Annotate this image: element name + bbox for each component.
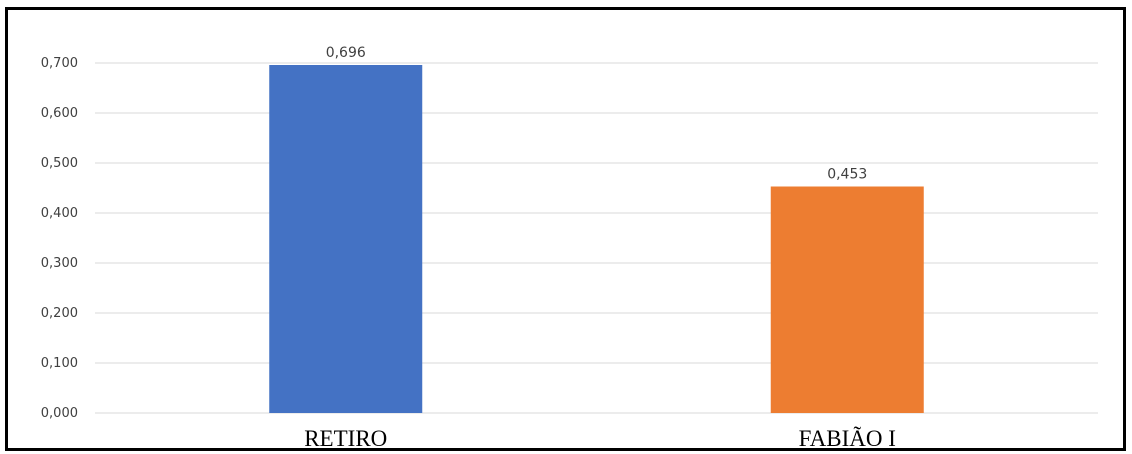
y-tick-label: 0,000 [41,406,78,421]
y-tick-label: 0,200 [41,306,78,321]
data-labels: 0,696 0,453 [326,45,868,183]
x-category-label: FABIÃO I [799,426,896,451]
bar-retiro [269,65,423,413]
bar-fabi-o-i [770,186,924,413]
x-axis-categories: RETIRO FABIÃO I [304,426,896,451]
data-label: 0,696 [326,45,366,61]
y-tick-label: 0,600 [41,106,78,121]
data-label: 0,453 [827,167,867,183]
x-category-label: RETIRO [304,426,387,451]
y-tick-label: 0,700 [41,56,78,71]
bars [269,65,924,413]
gridlines [95,62,1098,414]
y-tick-label: 0,100 [41,356,78,371]
y-tick-label: 0,300 [41,256,78,271]
y-axis-ticks: 0,000 0,100 0,200 0,300 0,400 0,500 0,600 0,700 [41,56,78,421]
y-tick-label: 0,400 [41,206,78,221]
y-tick-label: 0,500 [41,156,78,171]
chart-frame [5,7,1126,451]
